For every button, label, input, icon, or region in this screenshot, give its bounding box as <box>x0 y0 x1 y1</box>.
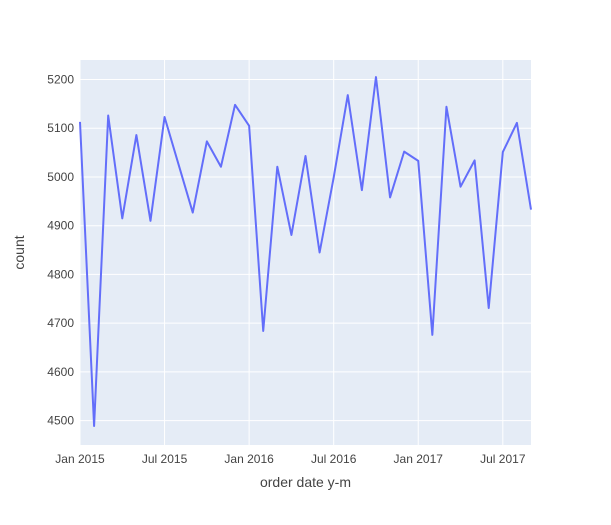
y-tick-label: 5100 <box>47 121 74 135</box>
y-tick-label: 4700 <box>47 316 74 330</box>
y-tick-label: 4500 <box>47 414 74 428</box>
plot-area <box>80 60 531 445</box>
x-tick-label: Jan 2017 <box>394 452 444 466</box>
y-tick-label: 4800 <box>47 267 74 281</box>
y-tick-label: 4600 <box>47 365 74 379</box>
y-tick-label: 5000 <box>47 170 74 184</box>
series-line <box>79 76 532 427</box>
series-group <box>79 76 532 427</box>
x-tick-label: Jul 2016 <box>311 452 357 466</box>
x-tick-labels: Jan 2015 Jul 2015 Jan 2016 Jul 2016 Jan 2017… <box>55 452 526 466</box>
x-tick-label: Jan 2015 <box>55 452 105 466</box>
y-tick-labels: 4500 4600 4700 4800 4900 5000 5100 5200 <box>47 72 74 427</box>
x-tick-label: Jul 2015 <box>142 452 188 466</box>
x-tick-label: Jul 2017 <box>480 452 526 466</box>
x-tick-label: Jan 2016 <box>224 452 274 466</box>
x-axis-title: order date y-m <box>260 474 351 490</box>
y-tick-label: 5200 <box>47 72 74 86</box>
y-tick-label: 4900 <box>47 219 74 233</box>
y-axis-title: count <box>11 235 27 269</box>
